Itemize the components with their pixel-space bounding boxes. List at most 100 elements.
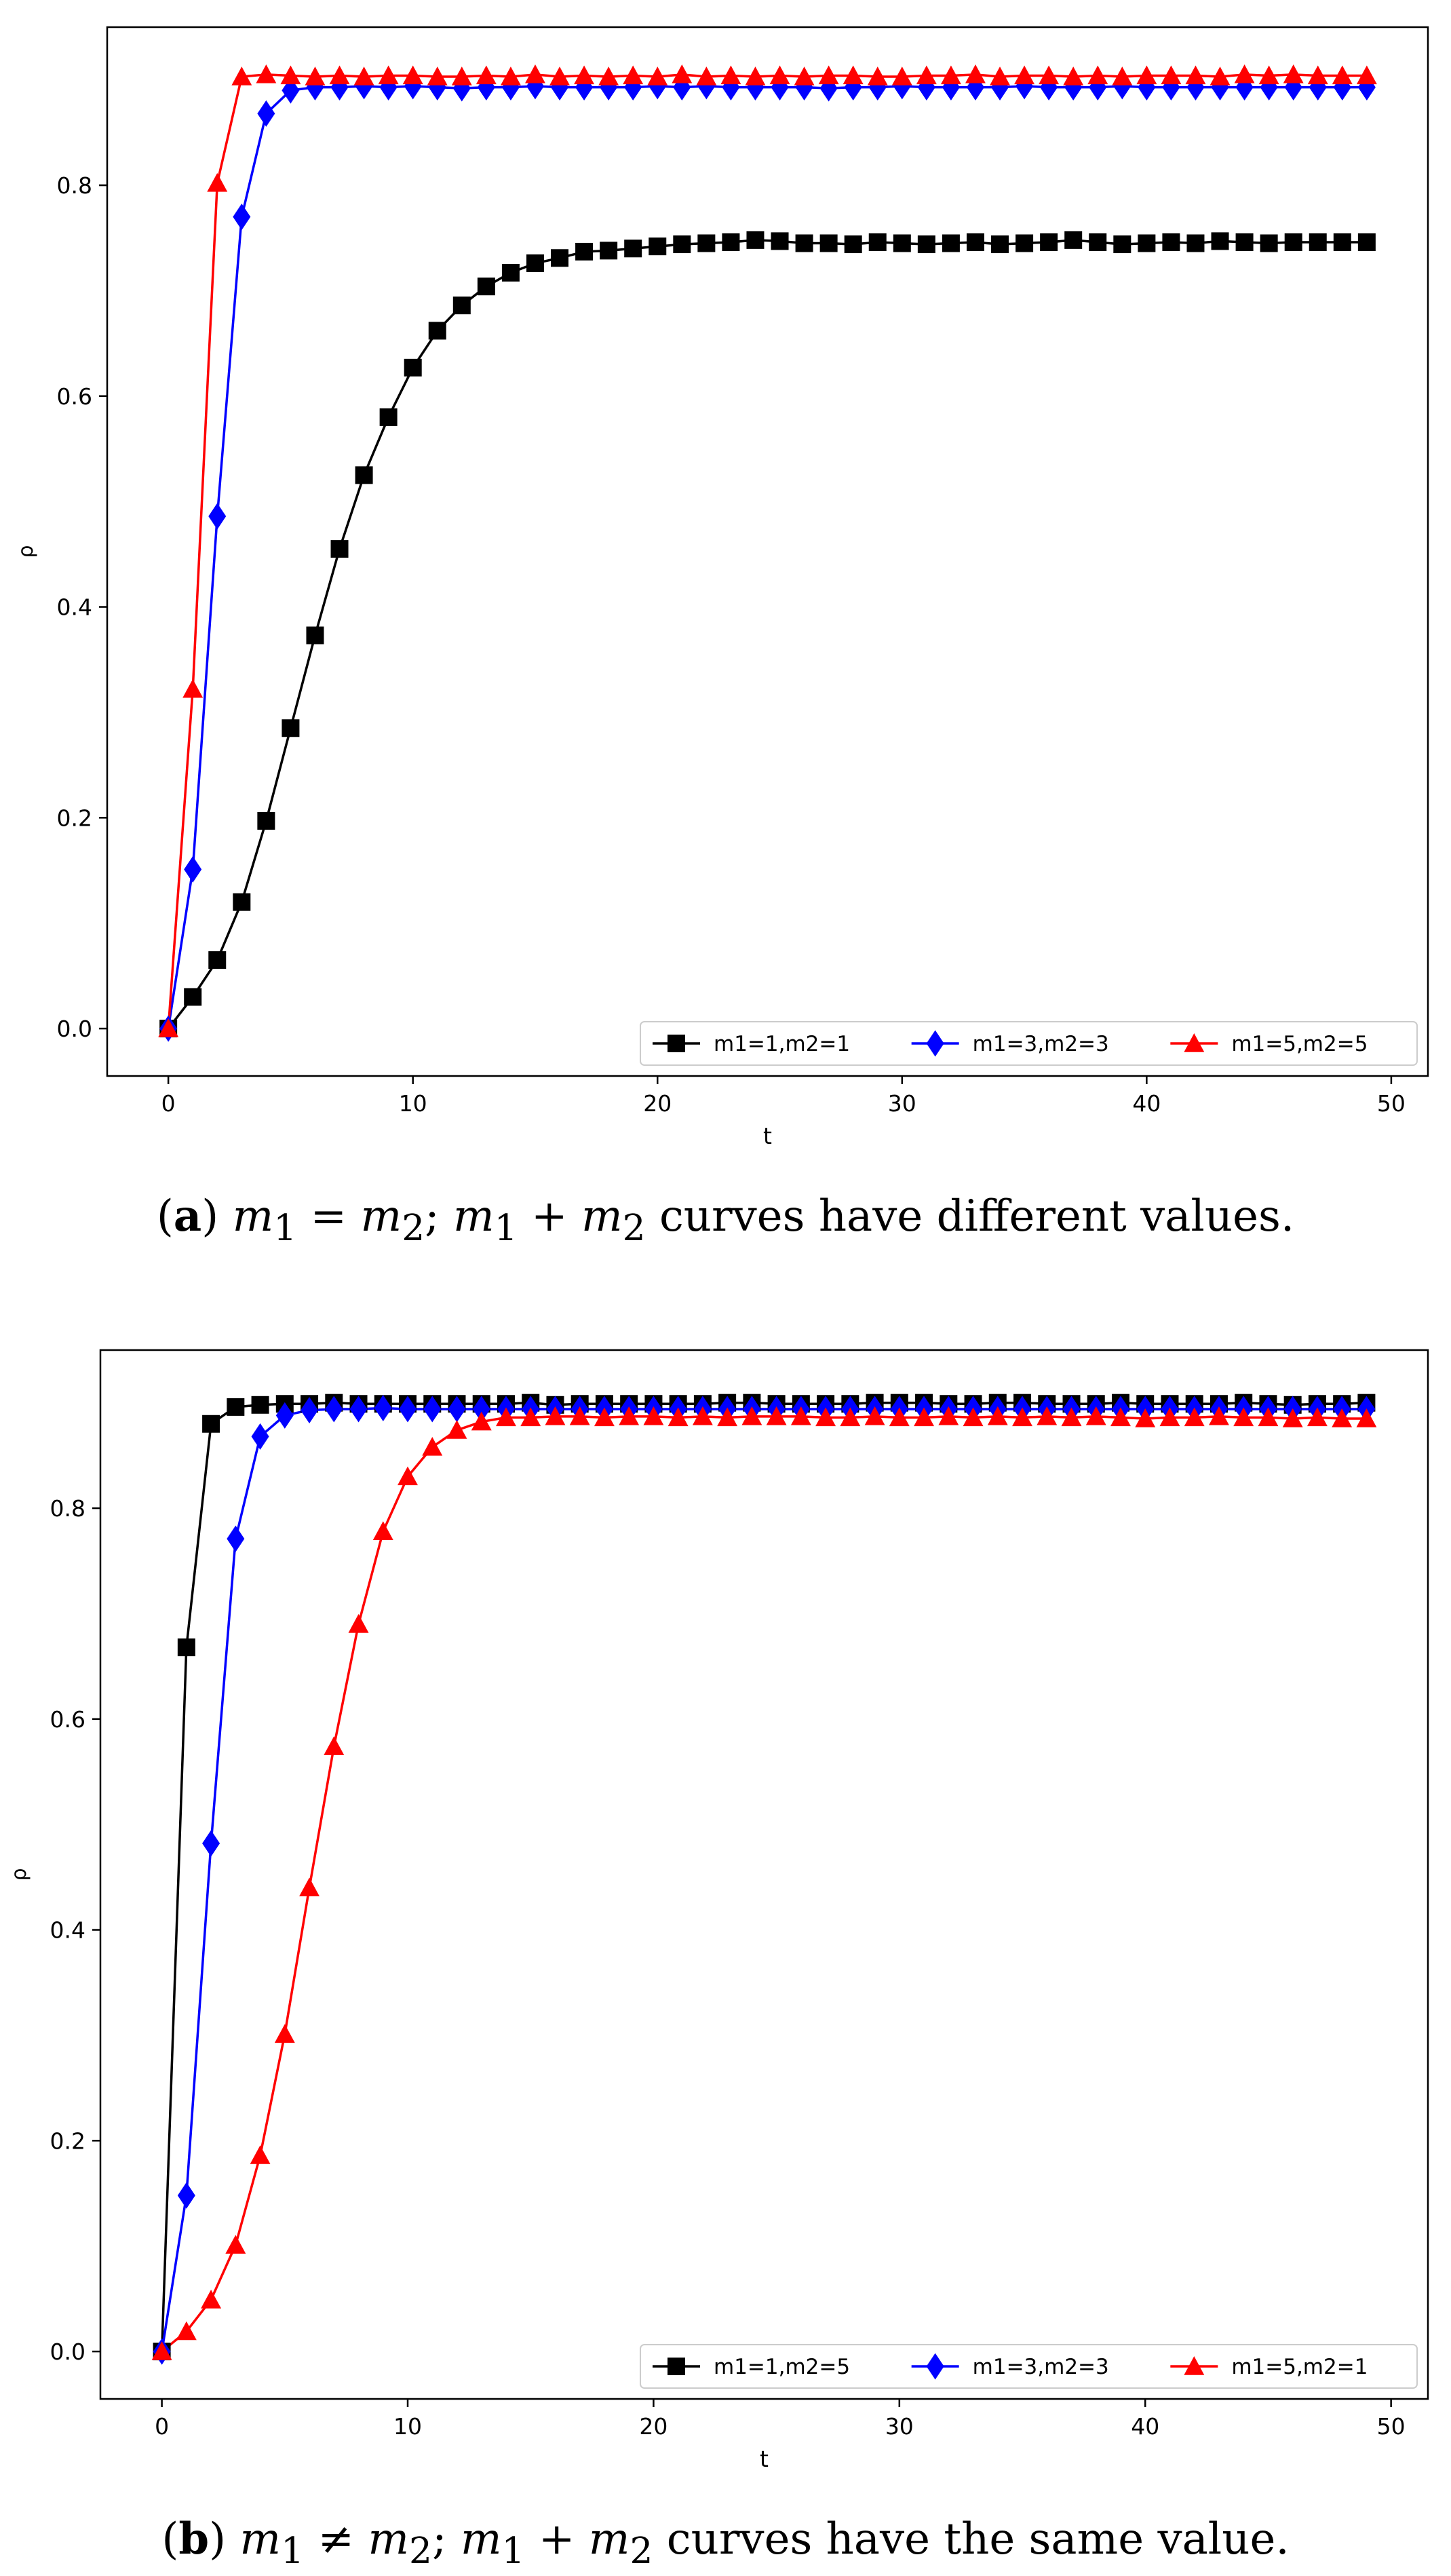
y-axis-label: ρ [7, 1868, 31, 1881]
y-axis-label: ρ [14, 545, 38, 558]
data-point [1184, 1407, 1205, 1427]
data-point [1186, 234, 1205, 252]
data-point [184, 988, 202, 1006]
data-point [176, 2321, 197, 2341]
legend-marker [668, 1035, 685, 1052]
data-point [722, 233, 740, 251]
x-tick-label: 0 [155, 2413, 169, 2440]
data-point [549, 66, 570, 85]
legend-marker [926, 1030, 944, 1057]
data-point [746, 231, 765, 249]
data-point [843, 65, 864, 85]
data-point [378, 65, 399, 85]
data-point [251, 1423, 269, 1450]
data-point [619, 1406, 640, 1425]
x-tick-label: 50 [1377, 1090, 1406, 1117]
data-point [324, 1736, 345, 1755]
data-point [1283, 64, 1304, 83]
series-markers-3 [158, 64, 1377, 1037]
data-point [1307, 1407, 1328, 1427]
data-point [1185, 65, 1206, 85]
data-point [963, 1407, 984, 1427]
x-tick-label: 20 [643, 1090, 672, 1117]
data-point [233, 204, 251, 231]
legend-item-2: m1=3,m2=3 [911, 1030, 1109, 1057]
data-point [1162, 233, 1180, 251]
data-point [1136, 65, 1157, 85]
data-point [251, 1396, 269, 1414]
data-point [257, 100, 275, 127]
data-point [227, 1525, 245, 1552]
data-point [1211, 232, 1229, 250]
data-point [1356, 1408, 1377, 1427]
data-point [1064, 231, 1083, 249]
data-point [471, 1411, 492, 1431]
data-point [208, 503, 227, 530]
y-tick-label: 0.0 [50, 2339, 85, 2365]
data-point [1258, 1407, 1279, 1427]
data-point [643, 1406, 664, 1425]
data-point [282, 77, 300, 104]
series-markers-2 [153, 1394, 1376, 2365]
data-point [624, 239, 642, 258]
data-point [374, 1394, 392, 1421]
data-point [1332, 1408, 1353, 1427]
series-line-1 [160, 1401, 1367, 2352]
data-point [427, 66, 448, 85]
series-line-3 [161, 1415, 1367, 2353]
legend-marker [1184, 2356, 1205, 2375]
x-tick-label: 40 [1132, 1090, 1161, 1117]
x-axis-label: t [760, 2446, 769, 2472]
data-point [1282, 1408, 1303, 1427]
data-point [151, 2341, 172, 2360]
data-point [867, 66, 888, 85]
data-point [647, 66, 668, 85]
data-point [201, 2289, 222, 2309]
data-point [745, 66, 766, 85]
data-point [1235, 233, 1254, 251]
data-point [1061, 1407, 1082, 1427]
legend: m1=1,m2=5 m1=3,m2=3 m1=5,m2=1 [640, 2344, 1418, 2389]
data-point [257, 811, 275, 830]
data-point [208, 951, 227, 969]
y-tick-label: 0.2 [57, 805, 92, 831]
data-point [1307, 65, 1328, 85]
legend-item-1: m1=1,m2=5 [653, 2355, 850, 2379]
data-point [372, 1521, 393, 1540]
data-point [1210, 66, 1231, 85]
x-tick-label: 50 [1377, 2413, 1406, 2440]
data-point [325, 1396, 343, 1423]
data-point [231, 66, 252, 85]
y-tick-label: 0.8 [57, 172, 92, 199]
data-point [446, 1420, 467, 1439]
data-point [741, 1406, 762, 1425]
data-point [1260, 234, 1278, 252]
data-point [1332, 65, 1353, 85]
data-point [623, 65, 644, 85]
x-tick-label: 0 [161, 1090, 176, 1117]
x-tick-label: 10 [399, 1090, 427, 1117]
x-axis-label: t [763, 1123, 772, 1149]
data-point [274, 2024, 295, 2043]
data-point [353, 66, 374, 85]
data-point [184, 856, 202, 883]
data-point [893, 234, 911, 252]
data-point [1309, 233, 1327, 251]
data-point [301, 1397, 319, 1424]
data-point [398, 1466, 418, 1486]
data-point [202, 1415, 220, 1433]
data-point [917, 235, 935, 254]
data-point [520, 1407, 541, 1427]
y-tick-label: 0.2 [50, 2128, 85, 2154]
data-point [1063, 66, 1084, 85]
caption-label: a [173, 1191, 202, 1242]
data-point [1089, 233, 1107, 251]
data-point [207, 173, 228, 192]
data-point [717, 1407, 738, 1427]
plot-frame [106, 26, 1429, 1077]
data-point [1333, 233, 1351, 251]
legend-label: m1=1,m2=5 [714, 2355, 850, 2379]
data-point [227, 1398, 245, 1416]
data-point [794, 66, 815, 85]
